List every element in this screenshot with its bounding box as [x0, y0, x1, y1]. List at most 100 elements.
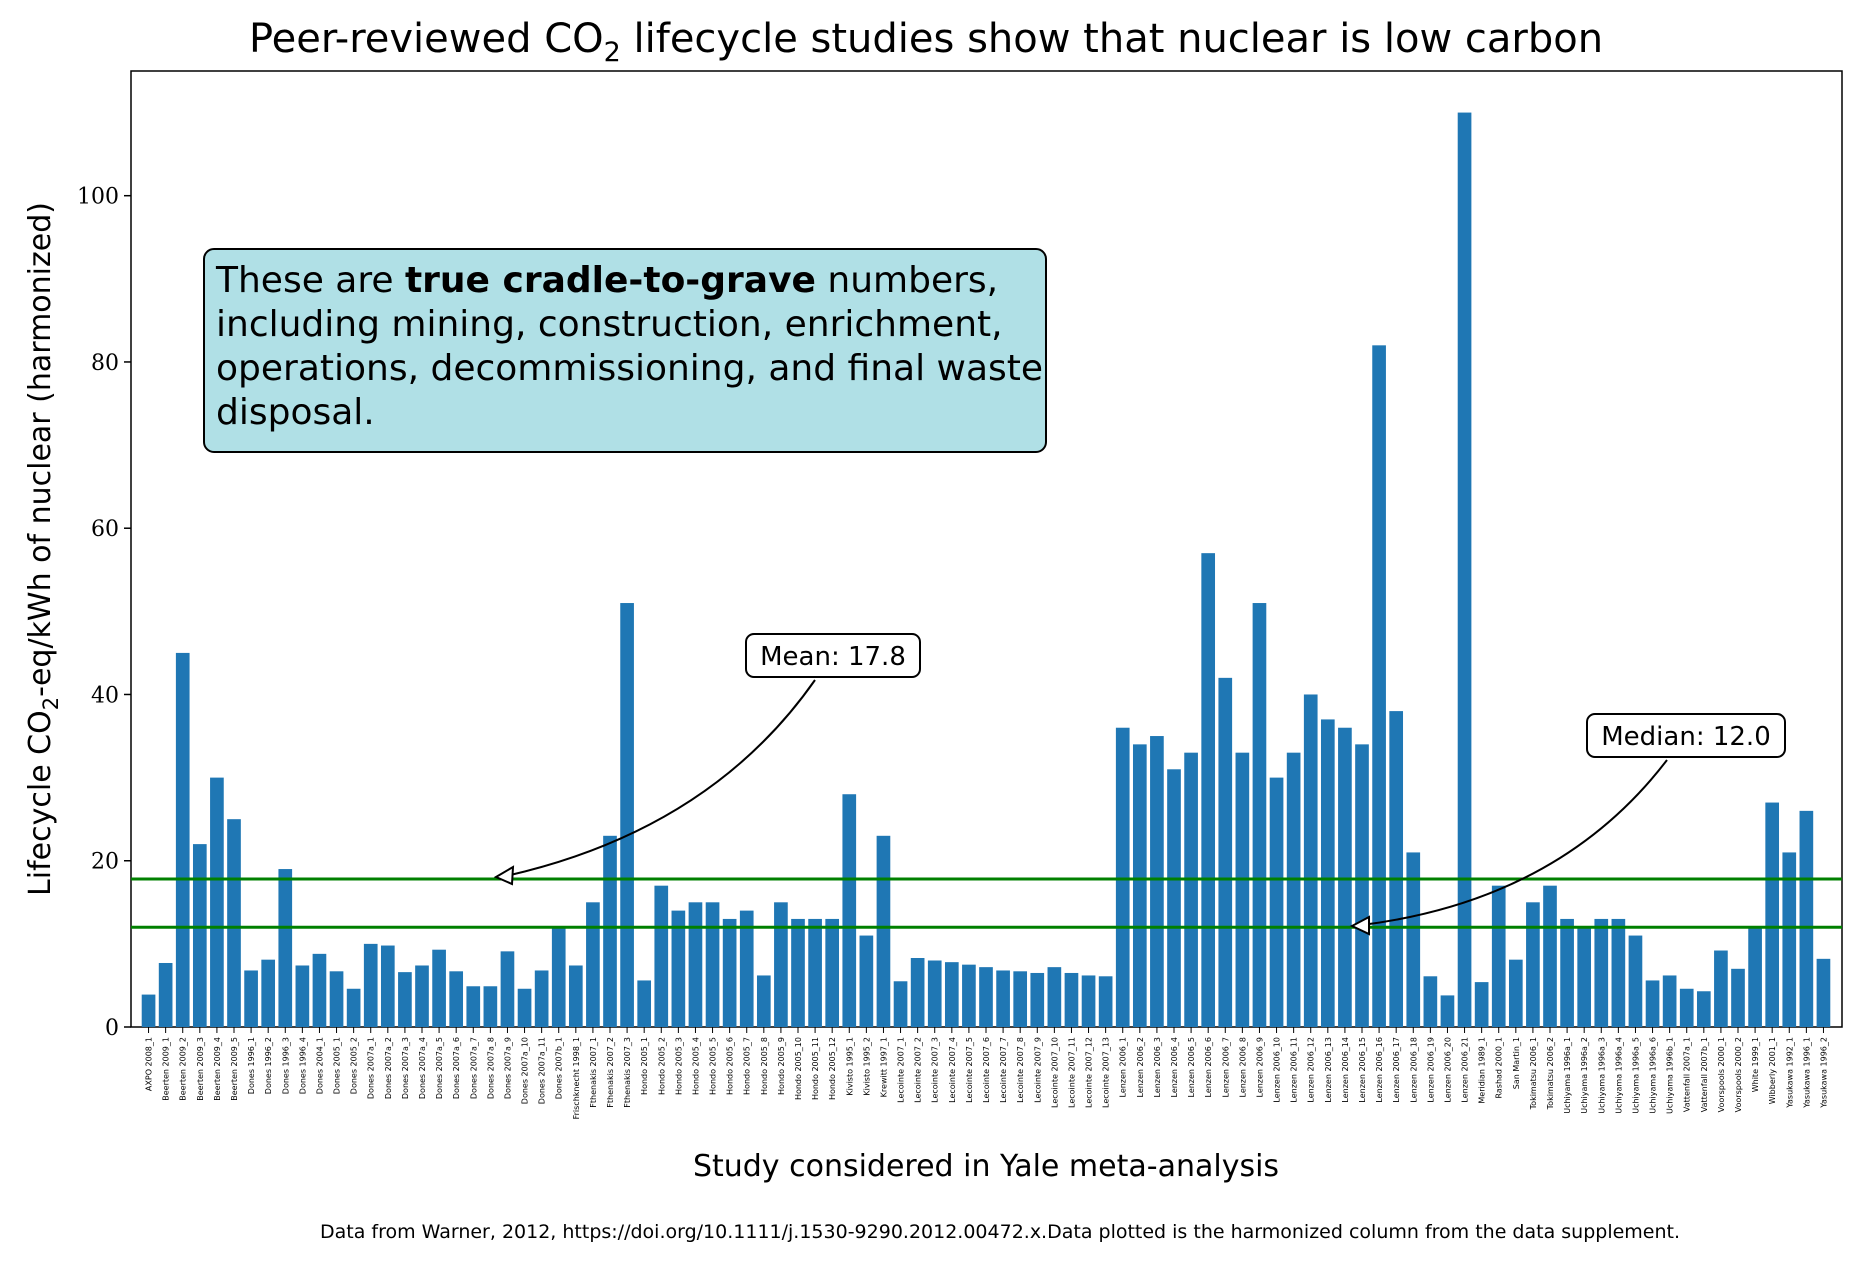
- bar: [1508, 959, 1523, 1027]
- bar: [1064, 972, 1079, 1027]
- median-arrowhead-icon: [1349, 915, 1370, 936]
- bar: [1098, 976, 1113, 1027]
- mean-arrowhead-icon: [493, 865, 515, 886]
- x-tick-label: Uchiyama 1996a_6: [1649, 1037, 1658, 1114]
- y-tick-label: 0: [105, 1016, 119, 1041]
- bar: [1303, 694, 1318, 1027]
- x-tick-label: Lecointe 2007_12: [1085, 1037, 1094, 1108]
- x-tick-label: Hondo 2005_4: [691, 1037, 700, 1095]
- bar: [500, 951, 515, 1027]
- bar: [1491, 885, 1506, 1027]
- bar: [1696, 991, 1711, 1027]
- x-tick-label: Uchiyama 1996a_2: [1580, 1037, 1589, 1114]
- x-tick-label: Voorspools 2000_2: [1734, 1037, 1743, 1112]
- x-tick-label: Vattenfall 2007a_1: [1683, 1037, 1692, 1112]
- bar: [1406, 852, 1421, 1027]
- bar: [432, 949, 446, 1027]
- bar: [1355, 744, 1369, 1027]
- x-tick-label: Lecointe 2007_4: [948, 1037, 957, 1103]
- x-tick-label: Uchiyama 1996a_3: [1597, 1037, 1606, 1114]
- x-tick-label: Lecointe 2007_10: [1050, 1037, 1059, 1108]
- bar: [312, 953, 327, 1027]
- x-tick-label: Lenzen 2006_8: [1238, 1037, 1247, 1098]
- bar: [1526, 902, 1540, 1027]
- bar: [876, 835, 891, 1027]
- note-box: [203, 248, 1047, 453]
- bar: [1594, 918, 1609, 1027]
- bar: [979, 967, 993, 1027]
- x-tick-label: Hondo 2005_10: [794, 1037, 803, 1100]
- bar: [1252, 603, 1267, 1027]
- x-tick-label: Hondo 2005_9: [777, 1037, 786, 1095]
- y-tick-label: 40: [91, 683, 119, 708]
- x-tick-label: Lenzen 2006_11: [1290, 1037, 1299, 1103]
- x-tick-label: Lenzen 2006_20: [1443, 1037, 1452, 1103]
- bar: [722, 918, 737, 1027]
- bar-series: [141, 112, 1831, 1028]
- x-tick-label: Hondo 2005_5: [709, 1037, 718, 1095]
- x-tick-label: Beerten 2009_3: [196, 1037, 205, 1101]
- bar: [739, 910, 754, 1027]
- x-tick-label: Uchiyama 1996b_1: [1666, 1037, 1675, 1114]
- x-tick-label: Hondo 2005_6: [726, 1037, 735, 1095]
- bar: [1184, 752, 1198, 1027]
- bar: [1440, 995, 1455, 1027]
- bar: [141, 994, 156, 1027]
- note-line-3: operations, decommissioning, and final w…: [216, 348, 1043, 389]
- x-tick-label: Dones 2007a_3: [401, 1037, 410, 1099]
- x-tick-label: Hondo 2005_8: [760, 1037, 769, 1095]
- mean-callout: Mean: 17.8: [493, 633, 921, 886]
- bar: [774, 902, 788, 1027]
- median-arrow: [1361, 759, 1668, 926]
- bar: [363, 943, 378, 1027]
- x-tick-label: AXPO 2008_1: [145, 1037, 154, 1091]
- bar: [1013, 971, 1028, 1027]
- mean-callout-label: Mean: 17.8: [760, 642, 906, 672]
- bar: [671, 910, 686, 1027]
- y-tick-label: 20: [91, 850, 119, 875]
- bar: [1047, 967, 1062, 1027]
- bar: [175, 652, 190, 1027]
- x-tick-label: White 1999_1: [1751, 1037, 1760, 1092]
- x-tick-label: Lecointe 2007_13: [1102, 1037, 1111, 1108]
- x-tick-label: Lecointe 2007_9: [1033, 1037, 1042, 1103]
- bar: [1320, 719, 1335, 1027]
- x-tick-label: Meridian 1989_1: [1478, 1037, 1487, 1104]
- stat-lines: [131, 877, 1842, 929]
- x-tick-label: Lenzen 2006_6: [1204, 1037, 1213, 1098]
- bar: [1338, 727, 1352, 1027]
- x-tick-label: Beerten 2009_2: [179, 1037, 188, 1101]
- bar: [244, 970, 258, 1027]
- bar: [620, 603, 634, 1027]
- x-tick-label: Rashad 2000_1: [1495, 1037, 1504, 1099]
- x-tick-label: Voorspools 2000_1: [1717, 1037, 1726, 1112]
- bar: [551, 927, 566, 1027]
- bar: [654, 885, 669, 1027]
- x-tick-label: Hondo 2005_2: [657, 1037, 666, 1095]
- bar: [1662, 975, 1677, 1027]
- x-tick-label: Fthenakis 2007_3: [623, 1037, 632, 1108]
- x-tick-label: Yasukawa 1992_1: [1785, 1037, 1794, 1109]
- bar: [295, 965, 310, 1027]
- x-tick-label: Frischknecht 1998_1: [572, 1037, 581, 1119]
- x-tick-label: Hondo 2005_11: [811, 1037, 820, 1100]
- x-tick-label: Dones 2007a_7: [469, 1037, 478, 1099]
- bar: [1714, 950, 1728, 1027]
- x-tick-label: Uchiyama 1996a_4: [1614, 1037, 1623, 1114]
- bar: [825, 918, 840, 1027]
- x-tick-label: Lecointe 2007_2: [914, 1037, 923, 1103]
- bar: [1457, 112, 1472, 1028]
- bar: [791, 918, 805, 1027]
- x-tick-label: Wibberly 2001_1: [1768, 1037, 1777, 1104]
- x-tick-label: Lenzen 2006_12: [1307, 1037, 1316, 1103]
- note-line-2: including mining, construction, enrichme…: [216, 304, 1003, 345]
- x-tick-label: Lenzen 2006_2: [1136, 1037, 1145, 1098]
- bar: [1765, 802, 1780, 1027]
- x-axis: AXPO 2008_1 Beerten 2009_1 Beerten 2009_2 B…: [145, 1027, 1828, 1119]
- bar: [1030, 972, 1045, 1027]
- x-tick-label: Beerten 2009_4: [213, 1037, 222, 1101]
- bar: [1081, 975, 1096, 1027]
- x-tick-label: Lenzen 2006_4: [1170, 1037, 1179, 1098]
- bar: [1132, 744, 1147, 1027]
